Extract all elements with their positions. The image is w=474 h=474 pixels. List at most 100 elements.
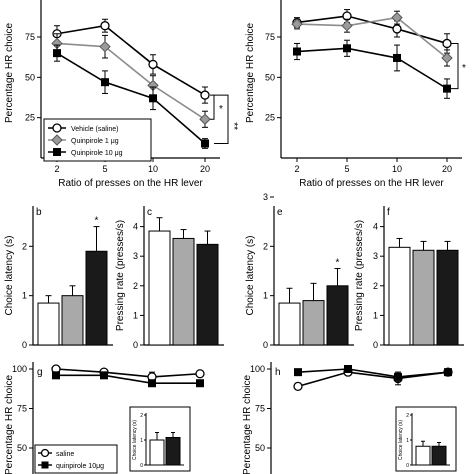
- series-line: [296, 16, 448, 59]
- y-tick-label: 2: [133, 281, 138, 291]
- bar: [326, 285, 349, 346]
- y-tick-label: 50: [17, 443, 27, 453]
- data-point: [100, 21, 110, 31]
- bar: [278, 302, 301, 346]
- series-line: [56, 52, 206, 145]
- data-point: [53, 49, 61, 58]
- series-line: [56, 24, 206, 96]
- data-point: [195, 369, 205, 379]
- series-line: [55, 368, 201, 378]
- data-point: [392, 24, 402, 34]
- x-tick-label: 10: [392, 164, 402, 174]
- data-point: [444, 368, 452, 377]
- legend-marker: [53, 148, 61, 156]
- significance-bracket: [214, 94, 229, 144]
- inset-bar: [415, 445, 431, 466]
- y-tick-label: 100: [12, 364, 27, 374]
- data-point: [199, 113, 211, 125]
- y-tick-label: 25: [265, 113, 275, 123]
- y-tick-label: 3: [263, 192, 268, 202]
- y-axis-label: Percentage HR choice: [4, 375, 15, 474]
- inset-y-axis-label: Choice latency (s): [398, 420, 404, 460]
- y-tick-label: 0: [373, 340, 378, 350]
- x-tick-label: 20: [442, 164, 452, 174]
- legend-marker: [51, 134, 63, 146]
- significance-bracket: [210, 94, 215, 120]
- y-tick-label: 50: [25, 72, 35, 82]
- bar: [302, 300, 325, 346]
- bar: [148, 230, 171, 346]
- data-point: [441, 52, 453, 64]
- significance-star: **: [228, 122, 239, 130]
- y-tick-label: 75: [17, 404, 27, 414]
- bar: [172, 237, 195, 346]
- data-point: [294, 368, 302, 377]
- significance-star: *: [95, 216, 99, 227]
- significance-star: *: [462, 63, 466, 74]
- inset-bar: [431, 445, 447, 466]
- y-tick-label: 25: [25, 113, 35, 123]
- panel-label: c: [147, 207, 152, 218]
- legend-label: Quinpirole 10 μg: [71, 150, 123, 157]
- y-tick-label: 3: [133, 251, 138, 261]
- y-axis-label: Pressing rate (presses/s): [354, 220, 365, 331]
- legend-label: Quinpirole 1 μg: [71, 138, 119, 145]
- y-tick-label: 2: [263, 241, 268, 251]
- y-tick-label: 75: [25, 32, 35, 42]
- series-line: [56, 42, 206, 120]
- y-tick-label: 75: [265, 32, 275, 42]
- legend-marker: [41, 461, 49, 469]
- bar: [436, 249, 459, 346]
- panel-label: f: [387, 207, 390, 218]
- y-tick-label: 4: [373, 222, 378, 232]
- inset-y-tick-label: 2: [406, 413, 409, 419]
- data-point: [52, 371, 60, 380]
- data-point: [344, 365, 352, 373]
- x-tick-label: 2: [54, 164, 59, 174]
- data-point: [391, 11, 403, 24]
- legend-label: Vehicle (saline): [71, 126, 118, 133]
- data-point: [291, 18, 303, 30]
- inset-bar: [165, 437, 181, 466]
- inset-y-tick-label: 2: [140, 413, 143, 419]
- x-axis-label: Ratio of presses on the HR lever: [58, 178, 203, 189]
- x-tick-label: 20: [200, 164, 210, 174]
- legend-box: [34, 444, 118, 474]
- significance-star: *: [336, 258, 340, 269]
- data-point: [148, 379, 156, 388]
- legend-label: saline: [56, 451, 74, 458]
- y-axis-label: Percentage HR choice: [242, 375, 253, 474]
- significance-star: *: [219, 104, 223, 115]
- y-tick-label: 75: [255, 404, 265, 414]
- data-point: [442, 38, 452, 49]
- y-axis-label: Pressing rate (presses/s): [115, 220, 126, 331]
- panel-label: g: [37, 367, 43, 378]
- y-tick-label: 0: [22, 340, 27, 350]
- inset-y-tick-label: 0: [406, 463, 409, 469]
- data-point: [149, 94, 157, 103]
- data-point: [341, 19, 353, 32]
- y-tick-label: 0: [133, 340, 138, 350]
- bar: [37, 302, 60, 346]
- inset-y-axis-label: Choice latency (s): [132, 420, 138, 460]
- y-tick-label: 4: [133, 222, 138, 232]
- x-axis-label: Ratio of presses on the HR lever: [299, 178, 444, 189]
- series-line: [56, 374, 200, 385]
- x-tick-label: 10: [148, 164, 158, 174]
- inset-bar: [149, 439, 165, 466]
- bar: [196, 243, 219, 346]
- x-tick-label: 5: [344, 164, 349, 174]
- legend-label: quinpirole 10μg: [56, 463, 104, 470]
- legend-marker: [52, 123, 62, 133]
- inset-y-tick-label: 0: [140, 463, 143, 469]
- data-point: [393, 53, 401, 62]
- data-point: [293, 47, 301, 56]
- bar: [85, 250, 108, 346]
- x-tick-label: 5: [102, 164, 107, 174]
- data-point: [200, 90, 210, 100]
- series-line: [296, 47, 448, 90]
- data-point: [101, 78, 109, 87]
- data-point: [201, 139, 209, 148]
- y-axis-label: Choice latency (s): [245, 235, 256, 315]
